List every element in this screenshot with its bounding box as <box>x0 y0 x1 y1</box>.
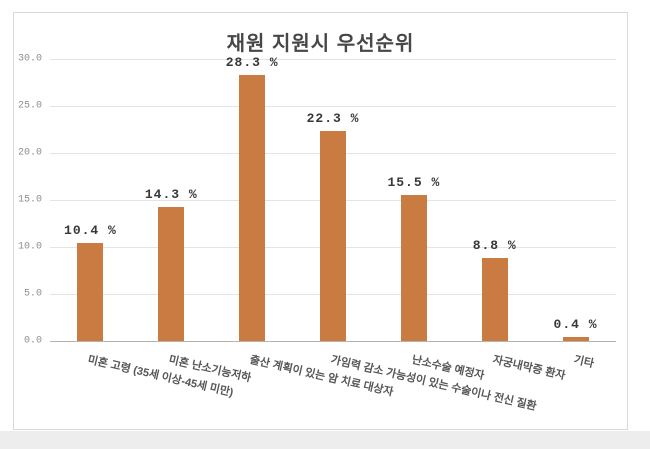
y-tick-label: 25.0 <box>17 100 42 112</box>
bar-value-label: 10.4 % <box>64 223 117 238</box>
y-tick-label: 5.0 <box>23 288 42 300</box>
gridline <box>50 59 616 60</box>
x-category-label: 기타 <box>572 353 595 371</box>
y-tick-label: 15.0 <box>17 194 42 206</box>
bar-value-label: 15.5 % <box>387 175 441 190</box>
y-tick-label: 10.0 <box>17 241 42 253</box>
chart-frame: 재원 지원시 우선순위 0.0 5.0 10.0 15.0 20.0 25.0 30.0 10… <box>13 12 628 430</box>
bar-value-label: 0.4 % <box>553 317 598 332</box>
page-background-strip <box>0 431 650 449</box>
y-tick-label: 0.0 <box>23 335 42 347</box>
bar-value-label: 28.3 % <box>225 55 279 70</box>
bar <box>158 207 185 341</box>
chart-title: 재원 지원시 우선순위 <box>226 33 415 55</box>
x-category-label: 자궁내막증 환자 <box>491 353 567 383</box>
plot-area: 0.0 5.0 10.0 15.0 20.0 25.0 30.0 10.4 % 미혼 고령 (3… <box>18 54 616 413</box>
y-tick-label: 30.0 <box>17 53 42 65</box>
gridline <box>50 106 616 107</box>
bar <box>562 337 589 341</box>
bar <box>320 131 346 341</box>
bar-value-label: 22.3 % <box>306 111 360 126</box>
bar-value-label: 8.8 % <box>472 238 517 253</box>
bar-value-label: 14.3 % <box>144 187 198 202</box>
bar <box>77 243 104 341</box>
bar <box>481 258 508 341</box>
bar <box>400 195 427 341</box>
x-axis-line <box>50 341 616 342</box>
y-tick-label: 20.0 <box>17 147 42 159</box>
bar <box>239 75 266 341</box>
